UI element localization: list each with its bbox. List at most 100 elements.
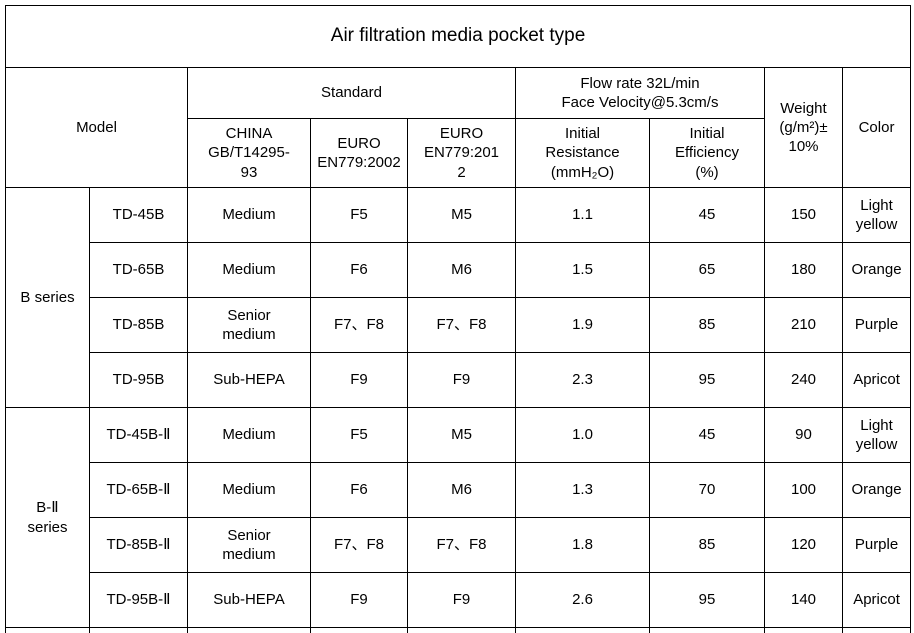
- col-header-color: Color: [841, 67, 912, 188]
- cell-initial-efficiency: 45: [649, 407, 765, 463]
- cell-euro2012-grade: F7、F8: [407, 297, 516, 353]
- table-row: TD-65B Medium F6 M6 1.5 65 180 Orange: [6, 242, 912, 298]
- table-row: B-Ⅱ series TD-45B-Ⅱ Medium F5 M5 1.0 45 …: [5, 407, 912, 628]
- cell-euro2002-grade: F7、F8: [310, 297, 408, 353]
- cell-euro2002-grade: F5: [310, 187, 408, 243]
- cell-color: Apricot: [841, 572, 912, 628]
- cell-weight: 180: [764, 242, 843, 298]
- cell-model: TD-95B: [89, 352, 188, 408]
- cell-empty: [407, 627, 516, 633]
- cell-initial-efficiency: 70: [649, 462, 765, 518]
- col-header-initial-resistance: Initial Resistance (mmH₂O): [515, 118, 650, 188]
- cell-model: TD-85B: [89, 297, 188, 353]
- cell-weight: 150: [764, 187, 843, 243]
- table-row: TD-95B-Ⅱ Sub-HEPA F9 F9 2.6 95 140 Apric…: [6, 572, 912, 628]
- col-header-euro-en779-2002: EURO EN779:2002: [310, 118, 408, 188]
- cell-empty: [841, 627, 912, 633]
- cell-series-b: B series: [5, 187, 90, 408]
- cell-color: Purple: [841, 297, 912, 353]
- cell-initial-efficiency: 45: [649, 187, 765, 243]
- cell-euro2002-grade: F6: [310, 242, 408, 298]
- cell-initial-resistance: 1.8: [515, 517, 650, 573]
- cell-china-grade: Sub-HEPA: [187, 572, 311, 628]
- cell-initial-resistance: 2.3: [515, 352, 650, 408]
- cell-china-grade: Medium: [187, 187, 311, 243]
- air-filtration-spec-table: Air filtration media pocket type Model S…: [4, 5, 912, 633]
- cell-china-grade: Senior medium: [187, 297, 311, 353]
- cell-euro2012-grade: M5: [407, 187, 516, 243]
- table-row: TD-85B Senior medium F7、F8 F7、F8 1.9 85 …: [6, 297, 912, 353]
- table-title: Air filtration media pocket type: [4, 5, 912, 68]
- cell-china-grade: Senior medium: [187, 517, 311, 573]
- cell-weight: 210: [764, 297, 843, 353]
- col-header-euro-en779-2012: EURO EN779:201 2: [407, 118, 516, 188]
- cell-initial-resistance: 1.5: [515, 242, 650, 298]
- cell-weight: 240: [764, 352, 843, 408]
- table-row: B series TD-45B Medium F5 M5 1.1 45 150 …: [5, 187, 912, 408]
- cell-initial-resistance: 1.0: [515, 407, 650, 463]
- table-row: TD-95B Sub-HEPA F9 F9 2.3 95 240 Apricot: [6, 352, 912, 408]
- cell-euro2012-grade: M5: [407, 407, 516, 463]
- cell-empty: [764, 627, 843, 633]
- cell-euro2012-grade: M6: [407, 242, 516, 298]
- cell-empty: [649, 627, 765, 633]
- cell-color: Light yellow: [841, 187, 912, 243]
- col-header-model: Model: [5, 67, 188, 188]
- cell-model: TD-65B-Ⅱ: [89, 462, 188, 518]
- cell-empty: [89, 627, 188, 633]
- header-row-1: Model Standard Flow rate 32L/min Face Ve…: [5, 67, 912, 188]
- cell-initial-efficiency: 95: [649, 572, 765, 628]
- cell-euro2002-grade: F9: [310, 572, 408, 628]
- cell-euro2012-grade: F9: [407, 352, 516, 408]
- col-header-china-standard: CHINA GB/T14295- 93: [187, 118, 311, 188]
- cell-color: Light yellow: [841, 407, 912, 463]
- cell-china-grade: Sub-HEPA: [187, 352, 311, 408]
- cell-color: Orange: [841, 242, 912, 298]
- cell-euro2012-grade: F7、F8: [407, 517, 516, 573]
- cell-china-grade: Medium: [187, 242, 311, 298]
- cell-weight: 90: [764, 407, 843, 463]
- cell-euro2002-grade: F6: [310, 462, 408, 518]
- cell-empty: [310, 627, 408, 633]
- table-row-cutoff: [5, 627, 912, 633]
- cell-euro2012-grade: M6: [407, 462, 516, 518]
- cell-initial-resistance: 1.9: [515, 297, 650, 353]
- cell-empty: [5, 627, 90, 633]
- cell-euro2002-grade: F9: [310, 352, 408, 408]
- cell-empty: [187, 627, 311, 633]
- cell-euro2002-grade: F5: [310, 407, 408, 463]
- table-row: TD-65B-Ⅱ Medium F6 M6 1.3 70 100 Orange: [6, 462, 912, 518]
- cell-model: TD-95B-Ⅱ: [89, 572, 188, 628]
- cell-initial-efficiency: 95: [649, 352, 765, 408]
- header-row-2: CHINA GB/T14295- 93 EURO EN779:2002 EURO…: [6, 118, 911, 188]
- cell-initial-efficiency: 85: [649, 297, 765, 353]
- cell-china-grade: Medium: [187, 407, 311, 463]
- cell-initial-efficiency: 65: [649, 242, 765, 298]
- cell-initial-resistance: 1.1: [515, 187, 650, 243]
- cell-model: TD-65B: [89, 242, 188, 298]
- col-header-flow-rate: Flow rate 32L/min Face Velocity@5.3cm/s: [515, 67, 765, 119]
- table-row: TD-85B-Ⅱ Senior medium F7、F8 F7、F8 1.8 8…: [6, 517, 912, 573]
- cell-initial-efficiency: 85: [649, 517, 765, 573]
- cell-series-b2: B-Ⅱ series: [5, 407, 90, 628]
- cell-initial-resistance: 1.3: [515, 462, 650, 518]
- cell-model: TD-45B: [89, 187, 188, 243]
- cell-empty: [515, 627, 650, 633]
- cell-weight: 140: [764, 572, 843, 628]
- col-header-standard: Standard: [187, 67, 516, 119]
- table-title-row: Air filtration media pocket type: [4, 5, 912, 68]
- cell-initial-resistance: 2.6: [515, 572, 650, 628]
- cell-weight: 100: [764, 462, 843, 518]
- col-header-initial-efficiency: Initial Efficiency (%): [649, 118, 765, 188]
- cell-weight: 120: [764, 517, 843, 573]
- cell-color: Apricot: [841, 352, 912, 408]
- cell-euro2012-grade: F9: [407, 572, 516, 628]
- cell-color: Purple: [841, 517, 912, 573]
- col-header-weight: Weight (g/m²)± 10%: [764, 67, 843, 188]
- cell-euro2002-grade: F7、F8: [310, 517, 408, 573]
- cell-model: TD-45B-Ⅱ: [89, 407, 188, 463]
- cell-color: Orange: [841, 462, 912, 518]
- cell-model: TD-85B-Ⅱ: [89, 517, 188, 573]
- cell-china-grade: Medium: [187, 462, 311, 518]
